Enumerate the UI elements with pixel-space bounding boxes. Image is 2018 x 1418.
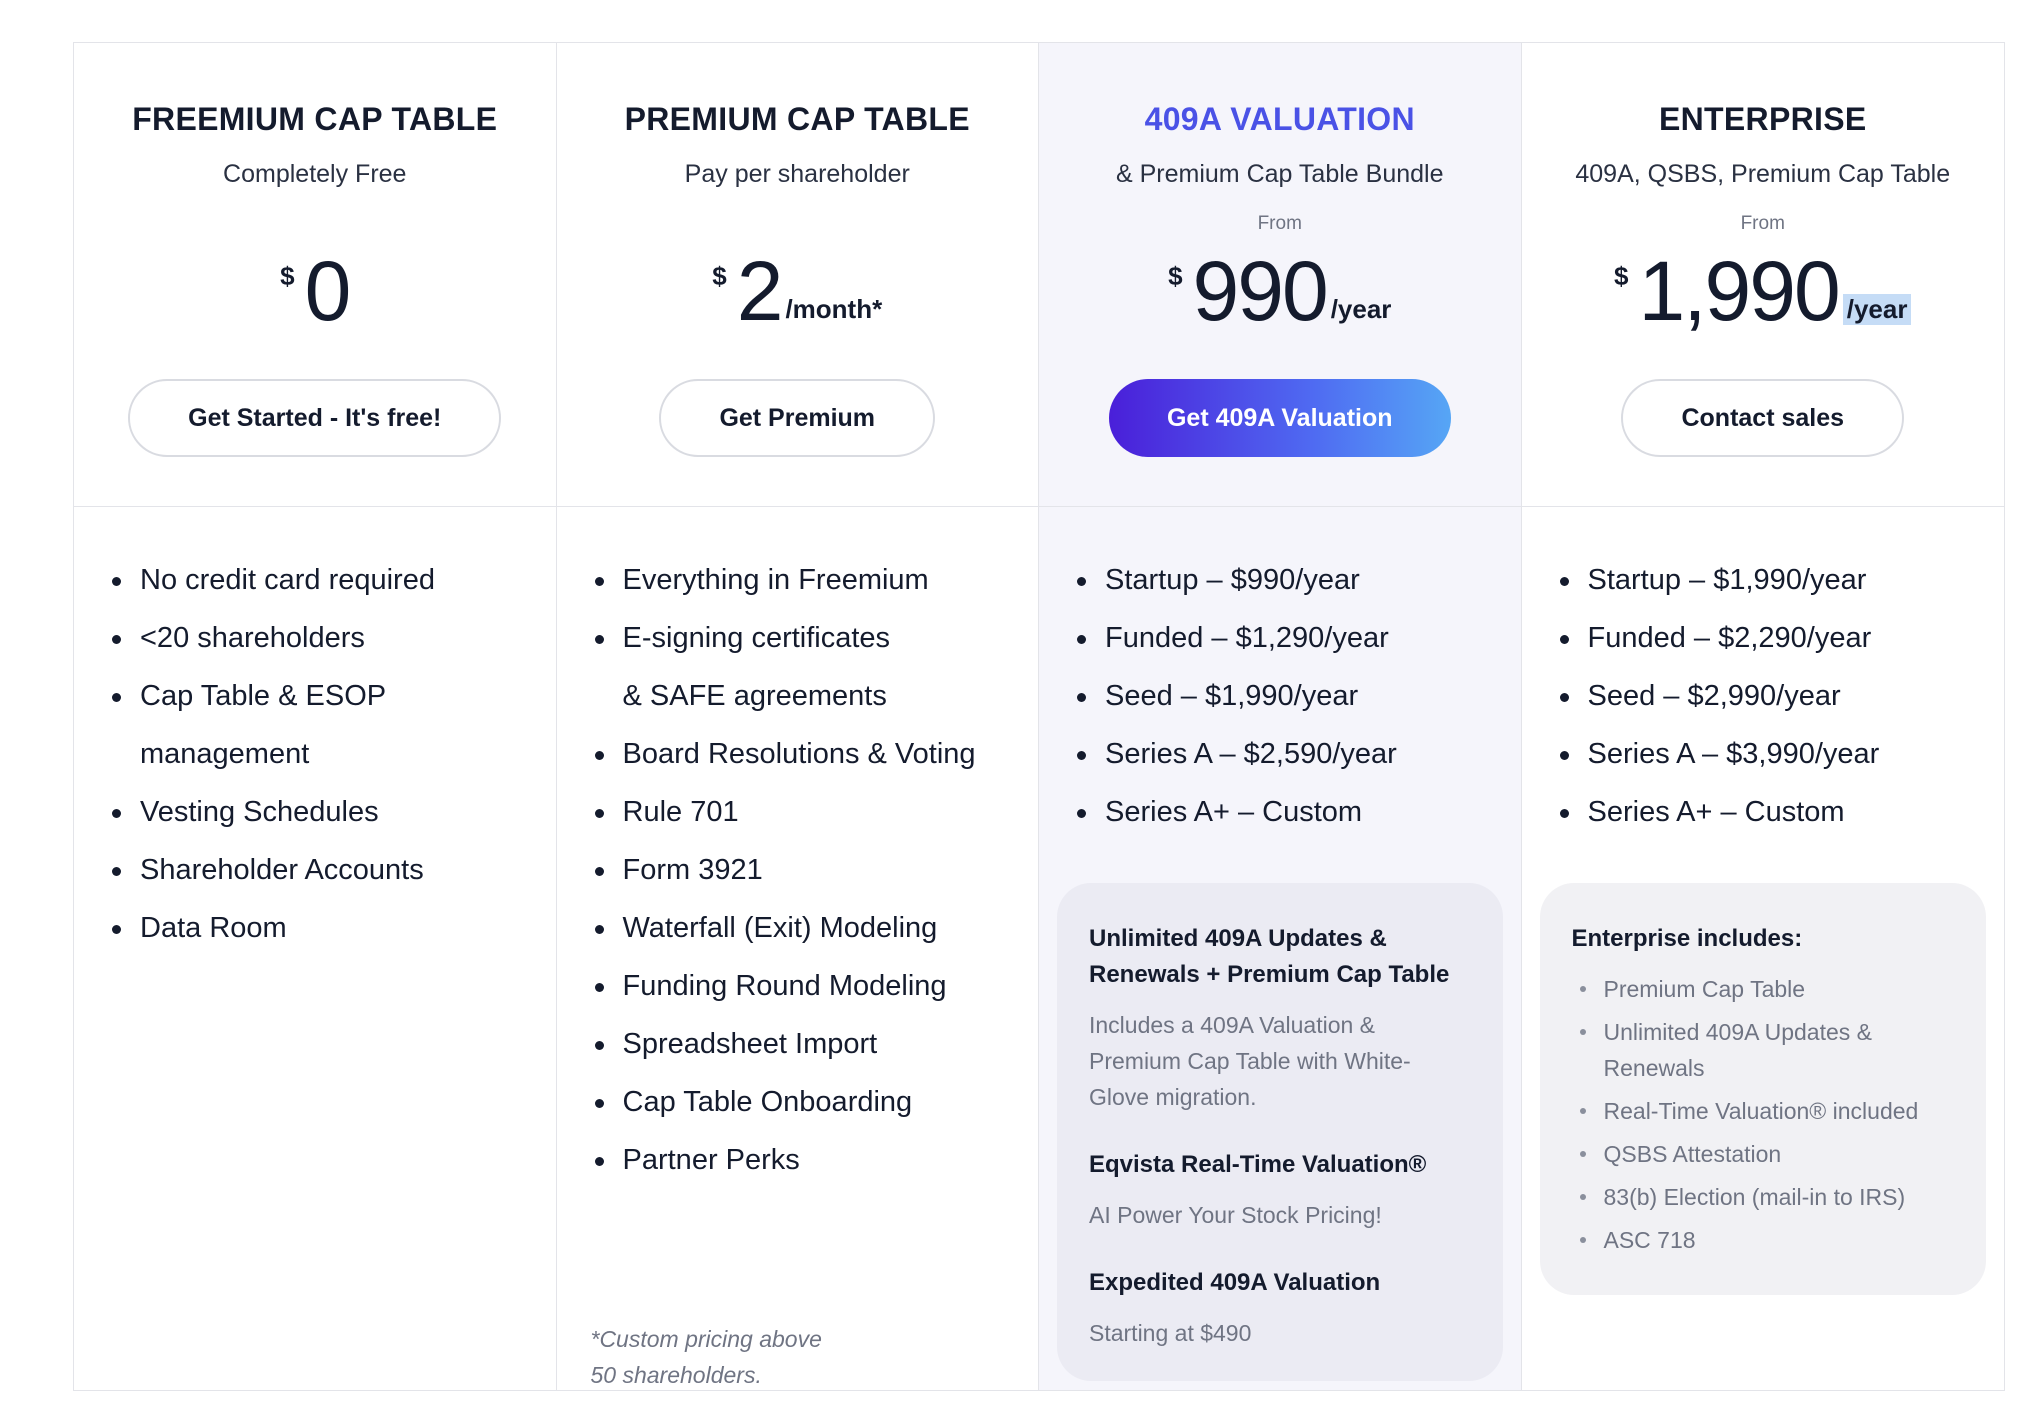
info-title: Expedited 409A Valuation bbox=[1089, 1269, 1381, 1296]
plan-features: No credit card required <20 shareholders… bbox=[74, 507, 556, 1390]
feature-item: Vesting Schedules bbox=[112, 783, 556, 841]
plan-name: ENTERPRISE bbox=[1659, 101, 1867, 137]
feature-item: Series A – $3,990/year bbox=[1559, 725, 2005, 783]
plan-subtitle: Pay per shareholder bbox=[684, 160, 910, 188]
feature-item: Partner Perks bbox=[594, 1131, 1039, 1189]
feature-item: Spreadsheet Import bbox=[594, 1015, 1039, 1073]
feature-item: Data Room bbox=[112, 899, 556, 957]
feature-item: Funding Round Modeling bbox=[594, 957, 1039, 1015]
price: $ 2 /month* bbox=[712, 243, 882, 343]
plan-enterprise: ENTERPRISE 409A, QSBS, Premium Cap Table… bbox=[1521, 43, 2005, 1390]
plan-header: FREEMIUM CAP TABLE Completely Free $ 0 G… bbox=[74, 43, 556, 507]
plan-header: ENTERPRISE 409A, QSBS, Premium Cap Table… bbox=[1521, 43, 2004, 507]
price-currency: $ bbox=[1168, 261, 1183, 291]
info-text: AI Power Your Stock Pricing! bbox=[1089, 1202, 1382, 1228]
includes-item: ASC 718 bbox=[1576, 1222, 1955, 1258]
feature-item: E-signing certificates bbox=[594, 609, 1039, 667]
get-started-button[interactable]: Get Started - It's free! bbox=[128, 379, 502, 457]
price-amount: 990 bbox=[1192, 244, 1329, 338]
price-from-label: From bbox=[1740, 213, 1785, 234]
price: $ 1,990 /year bbox=[1614, 243, 1912, 343]
feature-list: No credit card required <20 shareholders… bbox=[74, 551, 556, 957]
plan-409a-valuation: 409A VALUATION & Premium Cap Table Bundl… bbox=[1039, 43, 1522, 1390]
feature-item-continuation: & SAFE agreements bbox=[622, 680, 887, 712]
feature-item: <20 shareholders bbox=[112, 609, 556, 667]
includes-item: Unlimited 409A Updates & Renewals bbox=[1576, 1014, 1955, 1086]
includes-item: 83(b) Election (mail-in to IRS) bbox=[1576, 1179, 1955, 1215]
plan-name: FREEMIUM CAP TABLE bbox=[132, 101, 498, 137]
plan-subtitle: Completely Free bbox=[223, 160, 407, 188]
feature-item: Everything in Freemium bbox=[594, 551, 1039, 609]
feature-list: Everything in Freemium E-signing certifi… bbox=[557, 551, 1039, 1189]
feature-item: Seed – $1,990/year bbox=[1077, 667, 1521, 725]
get-409a-valuation-button[interactable]: Get 409A Valuation bbox=[1108, 379, 1451, 457]
feature-item: Cap Table Onboarding bbox=[594, 1073, 1039, 1131]
price-amount: 1,990 bbox=[1638, 244, 1841, 338]
enterprise-includes-box: Enterprise includes: Premium Cap Table U… bbox=[1539, 883, 1986, 1295]
price-amount: 2 bbox=[736, 244, 784, 338]
feature-item-continuation: management bbox=[140, 738, 310, 770]
feature-list: Startup – $1,990/year Funded – $2,290/ye… bbox=[1522, 551, 2005, 841]
feature-item: Shareholder Accounts bbox=[112, 841, 556, 899]
price-period: /year bbox=[1842, 294, 1912, 325]
info-block: Unlimited 409A Updates & Renewals + Prem… bbox=[1089, 921, 1471, 1115]
plan-subtitle: 409A, QSBS, Premium Cap Table bbox=[1575, 160, 1951, 188]
plan-name: 409A VALUATION bbox=[1144, 101, 1415, 137]
includes-list: Premium Cap Table Unlimited 409A Updates… bbox=[1572, 971, 1955, 1258]
feature-item: Board Resolutions & Voting bbox=[594, 725, 1039, 783]
plan-features: Everything in Freemium E-signing certifi… bbox=[557, 507, 1039, 1390]
info-text: Starting at $490 bbox=[1089, 1320, 1252, 1346]
info-title: Unlimited 409A Updates & Renewals + Prem… bbox=[1089, 925, 1450, 988]
pricing-table: FREEMIUM CAP TABLE Completely Free $ 0 G… bbox=[73, 42, 2005, 1391]
footnote-line: *Custom pricing above bbox=[590, 1326, 822, 1352]
info-text: Includes a 409A Valuation & Premium Cap … bbox=[1089, 1012, 1411, 1110]
plan-features: Startup – $1,990/year Funded – $2,290/ye… bbox=[1522, 507, 2005, 1390]
feature-item: Seed – $2,990/year bbox=[1559, 667, 2005, 725]
price: $ 0 bbox=[280, 243, 352, 343]
feature-item: Startup – $1,990/year bbox=[1559, 551, 2005, 609]
feature-item: Series A+ – Custom bbox=[1077, 783, 1521, 841]
bundle-details-box: Unlimited 409A Updates & Renewals + Prem… bbox=[1057, 883, 1503, 1381]
info-title: Enterprise includes: bbox=[1571, 925, 1803, 952]
feature-item: Waterfall (Exit) Modeling bbox=[594, 899, 1039, 957]
feature-item: Series A+ – Custom bbox=[1559, 783, 2005, 841]
get-premium-button[interactable]: Get Premium bbox=[659, 379, 936, 457]
feature-item: Funded – $2,290/year bbox=[1559, 609, 2005, 667]
feature-item: Funded – $1,290/year bbox=[1077, 609, 1521, 667]
includes-item: Premium Cap Table bbox=[1576, 971, 1955, 1007]
price-period: /month* bbox=[785, 294, 883, 324]
feature-item: Series A – $2,590/year bbox=[1077, 725, 1521, 783]
info-block: Expedited 409A Valuation Starting at $49… bbox=[1089, 1265, 1471, 1351]
plan-name: PREMIUM CAP TABLE bbox=[624, 101, 970, 137]
includes-item: Real-Time Valuation® included bbox=[1576, 1093, 1955, 1129]
price-currency: $ bbox=[280, 261, 295, 291]
price-from-label: From bbox=[1257, 213, 1302, 234]
plan-header: PREMIUM CAP TABLE Pay per shareholder $ … bbox=[556, 43, 1038, 507]
price-currency: $ bbox=[712, 261, 727, 291]
feature-list: Startup – $990/year Funded – $1,290/year… bbox=[1039, 551, 1521, 841]
footnote-line: 50 shareholders. bbox=[590, 1362, 762, 1388]
plan-freemium: FREEMIUM CAP TABLE Completely Free $ 0 G… bbox=[74, 43, 557, 1390]
info-block: Eqvista Real-Time Valuation® AI Power Yo… bbox=[1089, 1147, 1471, 1233]
feature-item: Startup – $990/year bbox=[1077, 551, 1521, 609]
feature-item: Form 3921 bbox=[594, 841, 1039, 899]
price: $ 990 /year bbox=[1168, 243, 1391, 343]
pricing-footnote: *Custom pricing above 50 shareholders. bbox=[591, 1321, 822, 1393]
plan-header: 409A VALUATION & Premium Cap Table Bundl… bbox=[1039, 43, 1521, 507]
plan-features: Startup – $990/year Funded – $1,290/year… bbox=[1039, 507, 1521, 1390]
price-currency: $ bbox=[1614, 261, 1629, 291]
includes-item: QSBS Attestation bbox=[1576, 1136, 1955, 1172]
feature-item: Cap Table & ESOP bbox=[112, 667, 556, 725]
plan-premium: PREMIUM CAP TABLE Pay per shareholder $ … bbox=[556, 43, 1039, 1390]
price-amount: 0 bbox=[304, 244, 352, 338]
contact-sales-button[interactable]: Contact sales bbox=[1621, 379, 1905, 457]
feature-item: Rule 701 bbox=[594, 783, 1039, 841]
feature-item: No credit card required bbox=[112, 551, 556, 609]
price-period: /year bbox=[1330, 294, 1392, 324]
info-title: Eqvista Real-Time Valuation® bbox=[1089, 1151, 1427, 1178]
plan-subtitle: & Premium Cap Table Bundle bbox=[1116, 160, 1444, 188]
